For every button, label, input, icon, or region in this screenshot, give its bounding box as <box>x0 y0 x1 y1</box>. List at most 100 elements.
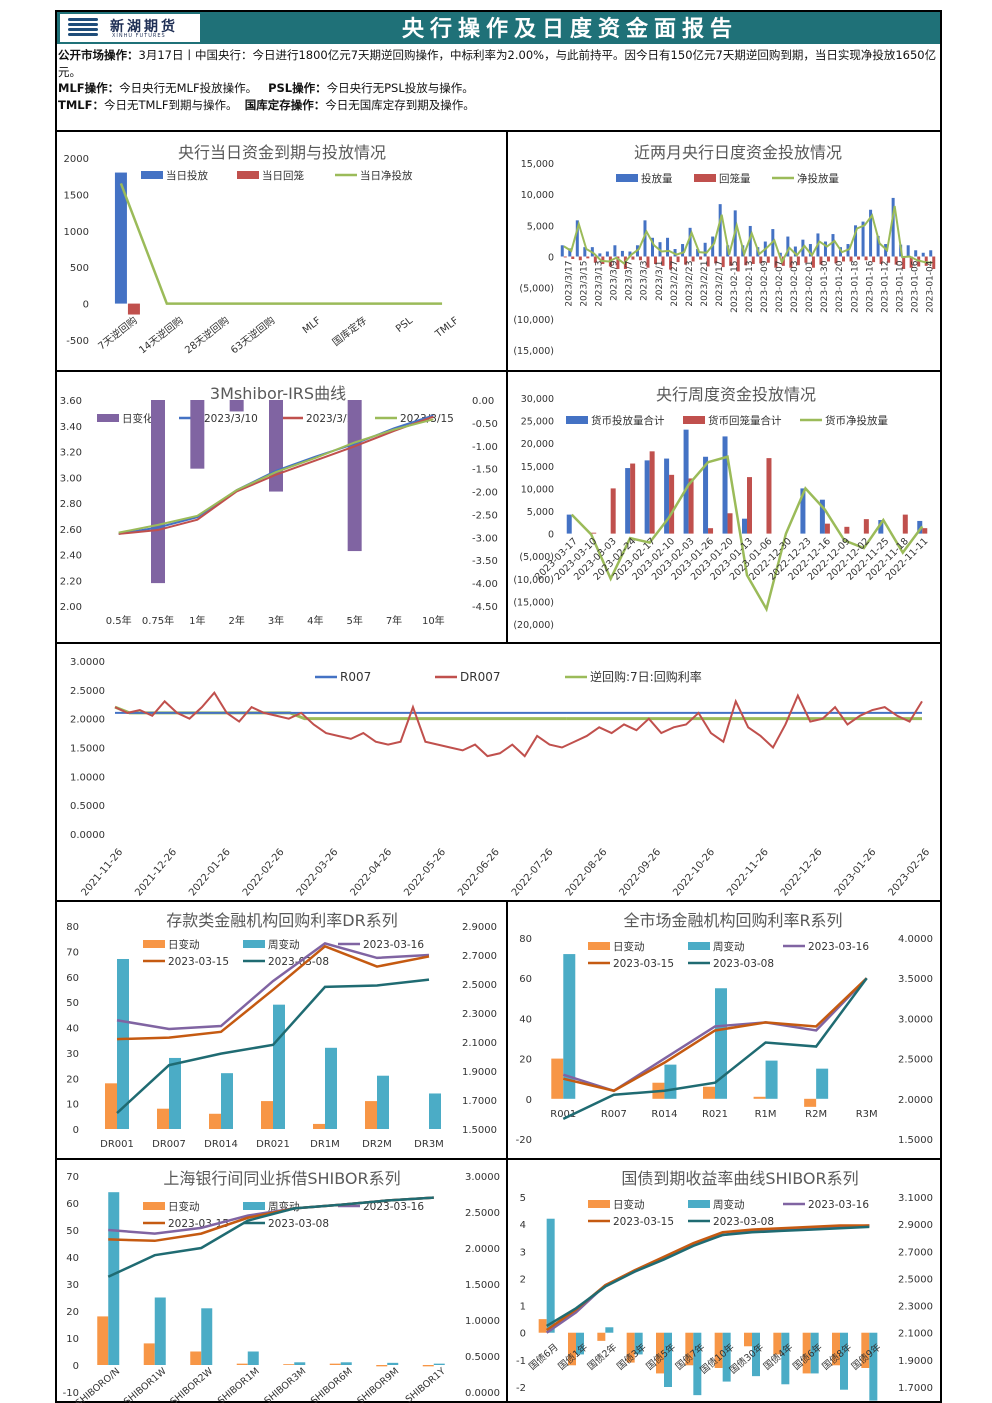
y-tick-label: 25,000 <box>521 417 554 428</box>
psl-label: PSL操作： <box>268 81 327 95</box>
bar-inject <box>906 245 910 257</box>
y-tick-label: 0.5000 <box>465 1352 500 1363</box>
chart-title: 全市场金融机构回购利率R系列 <box>623 911 842 930</box>
x-tick-label: 2021-12-26 <box>133 847 179 899</box>
bar-week-change <box>433 1363 445 1365</box>
bar-day-change <box>365 1101 377 1129</box>
y-tick-label: 2.20 <box>60 576 82 587</box>
bar-withdraw <box>616 256 620 269</box>
bar-inject <box>605 251 609 257</box>
legend-label: 投放量 <box>641 172 673 185</box>
x-tick-label: DR014 <box>204 1139 238 1150</box>
bar-inject <box>748 225 752 257</box>
bar-day-change <box>744 1332 752 1347</box>
bar-withdraw <box>924 256 928 266</box>
y-tick-label: 10,000 <box>521 190 554 201</box>
x-tick-label: 2022-04-26 <box>349 847 395 899</box>
bar-week-change <box>117 958 129 1129</box>
x-tick-label: 0.5年 <box>106 614 132 627</box>
y-tick-label: 20,000 <box>521 439 554 450</box>
x-tick-label: 2023-02-13 <box>745 261 755 313</box>
x-tick-label: DR3M <box>414 1139 444 1150</box>
legend-label: 周变动 <box>268 938 300 951</box>
bar-inject <box>917 520 923 534</box>
legend-label: 2023-03-16 <box>808 1199 869 1211</box>
bar-withdraw <box>789 256 793 268</box>
bar-withdraw <box>863 519 869 534</box>
y-tick-label: 3.40 <box>60 422 82 433</box>
y-tick-label: -10 <box>63 1388 79 1399</box>
bar-inject <box>613 245 617 257</box>
y-tick-label: 4.0000 <box>898 934 933 945</box>
x-tick-label: 2023-02-01 <box>805 261 815 313</box>
bar-inject <box>620 250 624 257</box>
bar-day-change <box>97 1316 109 1365</box>
legend-swatch <box>566 416 588 424</box>
x-tick-label: 2023-02-26 <box>887 847 933 899</box>
y-tick-label: 0.0000 <box>465 1388 500 1399</box>
bar-week-change <box>387 1362 399 1365</box>
bar-inject <box>688 227 692 257</box>
psl-text: 今日央行无PSL投放与操作。 <box>326 81 474 95</box>
y-tick-label: 1.5000 <box>70 744 105 755</box>
bar-withdraw <box>826 256 830 262</box>
y-tick-label: 2.9000 <box>898 1220 933 1231</box>
bar-inject <box>921 252 925 257</box>
bar-day-change <box>714 1332 723 1368</box>
x-tick-label: SHIBOR2W <box>168 1365 215 1403</box>
bar-inject <box>876 235 880 257</box>
bar-withdraw <box>842 256 845 262</box>
bar-day-change <box>753 1096 766 1099</box>
bar-inject <box>869 209 873 257</box>
bar-withdraw <box>127 303 140 315</box>
y-tick-label: 60 <box>519 974 532 985</box>
bar-inject <box>664 458 670 534</box>
divider <box>55 1158 942 1160</box>
bar-withdraw <box>849 256 853 262</box>
x-tick-label: 2023-01-26 <box>833 847 879 899</box>
y-tick-label: 0 <box>548 253 554 264</box>
x-tick-label: 1年 <box>189 614 205 627</box>
x-tick-label: DR1M <box>310 1139 340 1150</box>
gkdc-label: 国库定存操作： <box>244 97 326 112</box>
bar-week-change <box>781 1332 790 1385</box>
bar-withdraw <box>751 256 755 264</box>
y-tick-label: 40 <box>66 1024 79 1035</box>
y-tick-label: 1.5000 <box>462 1125 497 1136</box>
chart-title: 央行周度资金投放情况 <box>656 385 816 404</box>
bar-inject <box>703 242 707 257</box>
bar-withdraw <box>691 256 695 262</box>
legend-swatch <box>243 940 265 948</box>
y-tick-label: 2.5000 <box>898 1055 933 1066</box>
bar-inject <box>878 520 884 534</box>
bar-inject <box>786 236 790 257</box>
y-tick-label: 30 <box>66 1280 79 1291</box>
x-tick-label: R1M <box>755 1109 777 1120</box>
legend-swatch <box>688 1200 710 1208</box>
bar-week-change <box>576 1332 584 1355</box>
x-tick-label: R014 <box>651 1109 677 1120</box>
bar-withdraw <box>649 451 655 534</box>
y-tick-label: 0 <box>83 300 89 311</box>
y-tick-label: 20 <box>66 1074 79 1085</box>
bar-day-change <box>236 1363 248 1365</box>
x-tick-label: 2023-02-03 <box>790 261 800 313</box>
y-tick-label: 50 <box>66 998 79 1009</box>
y-tick-label: -2.00 <box>472 488 498 499</box>
y-tick-label: -0.50 <box>472 419 498 430</box>
x-tick-label: 2023/2/23 <box>685 261 695 307</box>
bar-inject <box>884 244 888 257</box>
legend-label: 2023-03-08 <box>713 1216 774 1228</box>
bar-withdraw <box>571 256 575 259</box>
divider <box>55 370 942 372</box>
bar-inject <box>568 248 572 257</box>
y-tick-label: 0.5000 <box>70 801 105 812</box>
x-tick-label: 2023-02-07 <box>775 261 785 313</box>
y-tick-label: (5,000) <box>519 284 554 295</box>
y-tick-label: (15,000) <box>513 597 554 608</box>
bar-week-change <box>108 1192 120 1365</box>
x-tick-label: 2023/3/1 <box>655 261 665 301</box>
x-tick-label: DR021 <box>256 1139 290 1150</box>
bar-day-change <box>685 1332 694 1366</box>
